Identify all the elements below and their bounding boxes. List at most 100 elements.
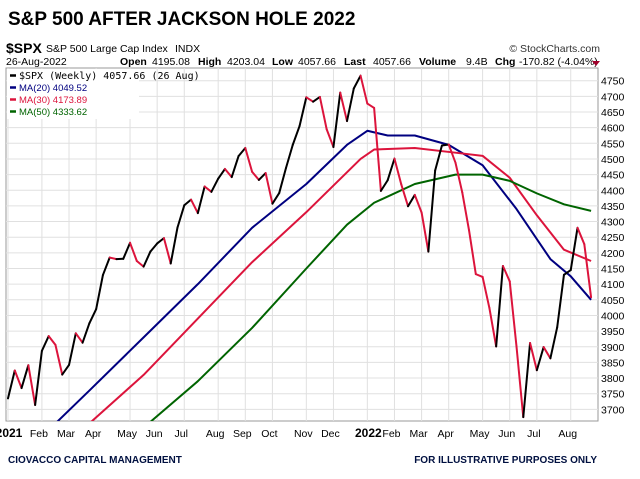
price-segment <box>101 256 111 277</box>
price-segment <box>149 242 159 253</box>
price-segment <box>13 369 23 390</box>
price-segment <box>196 185 206 215</box>
price-segment <box>318 95 328 131</box>
last-value: 4057.66 <box>373 56 411 68</box>
x-tick-label: Mar <box>410 428 429 440</box>
price-segment <box>81 322 91 344</box>
price-segment <box>373 106 382 192</box>
price-segment <box>54 343 64 376</box>
price-segment <box>488 306 498 348</box>
price-segment <box>142 250 152 268</box>
legend-entry: MA(30) 4173.89 <box>19 95 87 106</box>
x-tick-label: Dec <box>321 428 340 440</box>
open-label: Open <box>120 56 147 68</box>
price-segment <box>291 125 301 146</box>
price-segment <box>556 273 565 329</box>
x-tick-label: Feb <box>382 428 400 440</box>
price-segment <box>203 185 213 193</box>
plot-area <box>5 67 599 422</box>
price-segment <box>210 177 220 193</box>
price-segment <box>162 237 172 265</box>
price-segment <box>217 167 226 180</box>
price-segment <box>427 169 437 253</box>
y-tick-label: 4700 <box>601 91 625 103</box>
quote-date: 26-Aug-2022 <box>6 56 67 68</box>
y-tick-label: 4450 <box>601 170 625 182</box>
symbol-name: S&P 500 Large Cap Index <box>46 43 169 55</box>
price-segment <box>325 128 335 149</box>
price-segment <box>74 332 84 344</box>
open-value: 4195.08 <box>152 56 190 68</box>
price-segment <box>542 346 552 360</box>
price-segment <box>230 155 240 179</box>
price-segment <box>68 332 77 366</box>
chart-title: S&P 500 AFTER JACKSON HOLE 2022 <box>8 9 355 30</box>
price-segment <box>108 256 118 261</box>
price-segment <box>332 91 342 149</box>
x-tick-label: Nov <box>294 428 313 440</box>
x-axis: 2021 Feb Mar Apr May Jun Jul Aug Sep Oct Nov Dec 202… <box>0 426 577 440</box>
y-tick-label: 4600 <box>601 123 625 135</box>
price-segment <box>122 241 132 260</box>
price-segment <box>447 143 457 164</box>
y-tick-label: 4300 <box>601 217 625 229</box>
price-segment <box>535 346 545 372</box>
y-tick-label: 4100 <box>601 279 625 291</box>
price-segment <box>583 243 593 299</box>
price-segment <box>474 273 484 278</box>
x-tick-label: Mar <box>57 428 76 440</box>
price-segment <box>569 226 579 272</box>
price-segment <box>95 274 104 311</box>
price-segment <box>27 364 37 406</box>
volume-label: Volume <box>419 56 456 68</box>
legend-background <box>7 69 139 119</box>
price-segment <box>346 87 355 123</box>
x-tick-label: Feb <box>30 428 48 440</box>
y-tick-label: 4200 <box>601 248 625 260</box>
exchange: INDX <box>175 43 200 55</box>
x-tick-label: Jul <box>527 428 540 440</box>
price-segment <box>47 335 57 346</box>
chg-label: Chg <box>495 56 515 68</box>
x-tick-label: 2021 <box>0 426 23 440</box>
x-tick-label: Aug <box>206 428 225 440</box>
low-value: 4057.66 <box>298 56 336 68</box>
price-segment <box>251 170 260 181</box>
price-segment <box>407 193 416 208</box>
x-tick-label: Jul <box>175 428 188 440</box>
x-tick-label: Apr <box>85 428 102 440</box>
x-tick-label: 2022 <box>355 426 382 440</box>
price-segment <box>434 144 443 172</box>
y-tick-label: 4500 <box>601 154 625 166</box>
volume-value: 9.4B <box>466 56 488 68</box>
price-segment <box>522 341 532 419</box>
price-segment <box>461 191 471 232</box>
y-tick-label: 4000 <box>601 310 625 322</box>
price-segment <box>495 264 504 348</box>
legend-entry: $SPX (Weekly) 4057.66 (26 Aug) <box>19 71 200 82</box>
gridlines <box>6 68 598 421</box>
price-segment <box>223 167 233 179</box>
price-segment <box>413 193 423 214</box>
price-segment <box>508 280 518 348</box>
x-tick-label: Apr <box>438 428 455 440</box>
high-value: 4203.04 <box>227 56 265 68</box>
x-tick-label: Jun <box>146 428 163 440</box>
price-segment <box>366 102 376 109</box>
x-tick-label: Jun <box>498 428 515 440</box>
y-tick-label: 4400 <box>601 185 625 197</box>
price-segment <box>183 198 193 207</box>
price-segment <box>257 172 267 181</box>
x-tick-label: Aug <box>558 428 577 440</box>
price-segment <box>454 161 464 194</box>
last-label: Last <box>344 56 366 68</box>
symbol: $SPX <box>6 40 42 56</box>
y-tick-label: 4350 <box>601 201 625 213</box>
price-segment <box>20 364 30 390</box>
x-tick-label: Sep <box>233 428 252 440</box>
price-segment <box>576 226 586 246</box>
legend-entry: MA(50) 4333.62 <box>19 107 87 118</box>
price-segment <box>237 146 247 158</box>
price-segment <box>386 157 396 182</box>
